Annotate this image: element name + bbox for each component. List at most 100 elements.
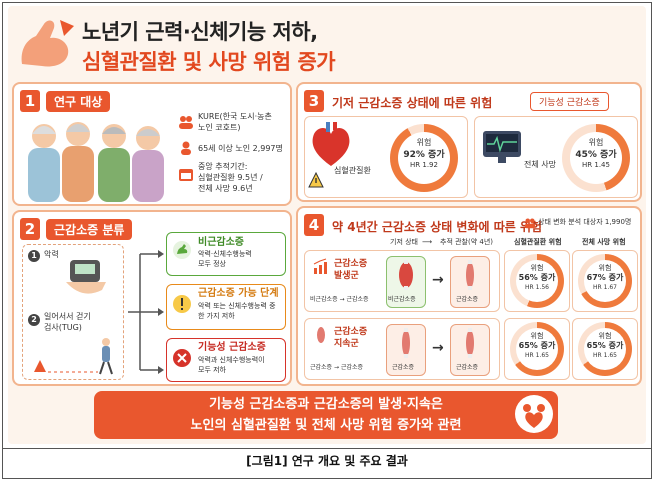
class2-desc1: 악력 또는 신체수행능력 중 xyxy=(198,302,276,310)
cvd-risk-donut: 위험 92% 증가 HR 1.92 xyxy=(390,124,458,192)
section3-panel: 3 기저 근감소증 상태에 따른 위험 기능성 근감소증 심혈관질환 위험 92… xyxy=(296,82,642,202)
row1-group-line1: 근감소증 xyxy=(334,259,368,269)
walking-test-icon xyxy=(34,338,113,375)
row2-from-label: 근감소증 xyxy=(392,364,415,371)
infographic-poster: 노년기 근력·신체기능 저하, 심혈관질환 및 사망 위험 증가 1 연구 대상… xyxy=(8,6,646,444)
col-cvd: 심혈관질환 위험 xyxy=(514,238,562,246)
weak-muscle-icon xyxy=(466,260,474,290)
grip-dynamometer-icon xyxy=(66,260,106,294)
section4-panel: 4 약 4년간 근감소증 상태 변화에 따른 위험 상태 변화 분석 대상자 1… xyxy=(296,206,642,386)
analysis-note: 상태 변화 분석 대상자 1,990명 xyxy=(538,218,632,226)
section1-title: 연구 대상 xyxy=(46,91,111,112)
conclusion-line1: 기능성 근감소증과 근감소증의 발생·지속은 xyxy=(209,397,443,412)
row1-cvd-risk-word: 위험 xyxy=(530,264,544,272)
row2-group-line1: 근감소증 xyxy=(334,327,368,337)
section1-panel: 1 연구 대상 KURE(한국 도시·농촌 노인 코호트) 65세 이상 노인 … xyxy=(12,82,292,206)
section3-title: 기저 근감소증 상태에 따른 위험 xyxy=(332,96,493,110)
error-x-icon xyxy=(173,349,191,367)
step2-label-1: 일어서서 걷기 xyxy=(44,312,91,321)
ecg-monitor-icon xyxy=(483,131,521,163)
row1-flow: 비근감소증 → 근감소증 xyxy=(310,296,369,303)
followup-cvd: 심혈관질환 9.5년 / xyxy=(198,173,263,182)
row1-death-donut: 위험 67% 증가 HR 1.67 xyxy=(578,254,632,308)
step1-label: 악력 xyxy=(44,250,59,259)
section4-number: 4 xyxy=(304,214,324,236)
section2-title: 근감소증 분류 xyxy=(46,219,133,240)
cvd-risk-hr: HR 1.92 xyxy=(410,160,438,169)
row2-cvd-donut: 위험 65% 증가 HR 1.65 xyxy=(510,322,564,376)
title-line2: 심혈관질환 및 사망 위험 증가 xyxy=(82,50,336,74)
row2-flow: 근감소증 → 근감소증 xyxy=(310,364,364,371)
subjects-count: 65세 이상 노인 2,997명 xyxy=(198,144,283,153)
rising-chart-icon xyxy=(313,258,327,274)
elderly-group-illustration xyxy=(28,122,164,202)
section2-number: 2 xyxy=(20,218,40,240)
healthy-muscle-icon xyxy=(399,260,413,290)
section3-number: 3 xyxy=(304,90,324,112)
step1-number: 1 xyxy=(28,250,40,262)
step2-label-2: 검사(TUG) xyxy=(44,323,82,332)
section1-number: 1 xyxy=(20,90,40,112)
cvd-risk-pct: 92% 증가 xyxy=(403,149,445,160)
flexed-arm-icon xyxy=(21,20,74,67)
col-baseline: 기저 상태 xyxy=(390,238,418,246)
class1-desc2: 모두 정상 xyxy=(198,260,226,268)
row1-cvd-donut: 위험 56% 증가 HR 1.56 xyxy=(510,254,564,308)
row2-group-line2: 지속군 xyxy=(334,339,359,349)
col-death: 전체 사망 위험 xyxy=(582,238,626,246)
mortality-risk-donut: 위험 45% 증가 HR 1.45 xyxy=(562,124,630,192)
calendar-icon xyxy=(179,169,193,181)
classification-arrows xyxy=(128,250,164,374)
people-icon xyxy=(179,116,193,129)
mortality-label: 전체 사망 xyxy=(524,160,556,169)
figure-caption: [그림1] 연구 개요 및 주요 결과 xyxy=(246,454,408,468)
people-icon xyxy=(524,218,536,229)
row2-death-risk-word: 위험 xyxy=(598,332,612,340)
class3-desc2: 모두 저하 xyxy=(198,366,226,374)
section4-title: 약 4년간 근감소증 상태 변화에 따른 위험 xyxy=(332,220,543,234)
row2-death-pct: 65% 증가 xyxy=(586,341,624,351)
col-followup: 추적 관찰(약 4년) xyxy=(440,238,494,246)
caption-divider xyxy=(2,448,652,449)
row1-death-risk-word: 위험 xyxy=(598,264,612,272)
row1-cvd-hr: HR 1.56 xyxy=(525,284,549,292)
followup-death: 전체 사망 9.6년 xyxy=(198,184,253,193)
row1-group-line2: 발생군 xyxy=(334,271,359,281)
class1-desc1: 악력·신체수행능력 xyxy=(198,250,252,258)
class1-title: 비근감소증 xyxy=(198,237,244,248)
class3-desc1: 악력과 신체수행능력이 xyxy=(198,356,265,364)
cvd-label: 심혈관질환 xyxy=(334,166,371,175)
family-heart-icon xyxy=(515,395,553,433)
mortality-risk-hr: HR 1.45 xyxy=(582,160,610,169)
warning-icon xyxy=(173,295,191,313)
strong-arm-icon xyxy=(173,241,191,259)
weak-muscle-icon xyxy=(402,328,410,358)
class2-title: 근감소증 가능 단계 xyxy=(198,288,279,299)
class3-title: 기능성 근감소증 xyxy=(198,342,266,353)
mortality-risk-pct: 45% 증가 xyxy=(575,149,617,160)
row2-cvd-risk-word: 위험 xyxy=(530,332,544,340)
cohort-name-2: 노인 코호트) xyxy=(198,123,241,132)
row2-cvd-hr: HR 1.65 xyxy=(525,352,549,360)
row2-to-label: 근감소증 xyxy=(456,364,479,371)
row1-arrow: → xyxy=(432,272,444,288)
row2-death-hr: HR 1.65 xyxy=(593,352,617,360)
muscle-icon xyxy=(317,327,325,343)
cohort-name: KURE(한국 도시·농촌 xyxy=(198,112,272,121)
row1-cvd-pct: 56% 증가 xyxy=(518,273,556,283)
conclusion-banner: 기능성 근감소증과 근감소증의 발생·지속은 노인의 심혈관질환 및 전체 사망… xyxy=(94,391,558,439)
weak-muscle-icon xyxy=(466,328,474,358)
functional-sarcopenia-tag: 기능성 근감소증 xyxy=(530,92,609,111)
heart-icon xyxy=(312,122,350,166)
warning-icon xyxy=(308,172,324,188)
person-icon xyxy=(181,141,191,155)
row1-death-pct: 67% 증가 xyxy=(586,273,624,283)
step2-number: 2 xyxy=(28,314,40,326)
mortality-risk-word: 위험 xyxy=(588,138,604,147)
followup-label: 중앙 추적기간: xyxy=(198,162,248,171)
row1-death-hr: HR 1.67 xyxy=(593,284,617,292)
row2-death-donut: 위험 65% 증가 HR 1.65 xyxy=(578,322,632,376)
class2-desc2: 한 가지 저하 xyxy=(198,312,235,320)
row2-cvd-pct: 65% 증가 xyxy=(518,341,556,351)
